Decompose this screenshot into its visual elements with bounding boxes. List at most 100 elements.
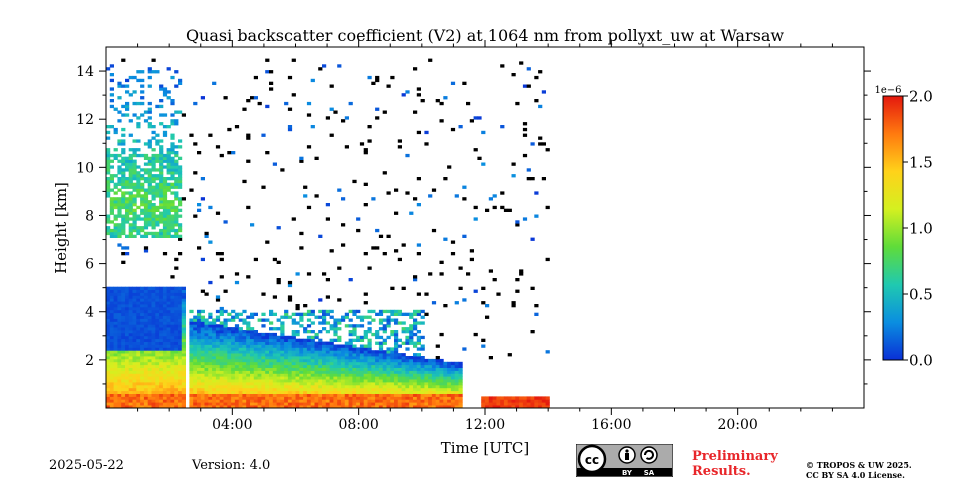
heatmap-cell xyxy=(125,156,130,160)
heatmap-cell xyxy=(242,332,247,337)
heatmap-cell xyxy=(125,246,130,250)
heatmap-cell xyxy=(200,393,205,397)
heatmap-cell xyxy=(231,382,236,386)
heatmap-cell xyxy=(363,315,368,319)
heatmap-cell xyxy=(287,347,293,351)
heatmap-cell xyxy=(147,142,152,146)
heatmap-cell xyxy=(121,373,126,377)
heatmap-cell xyxy=(197,370,202,374)
heatmap-cell xyxy=(356,367,361,371)
heatmap-cell xyxy=(170,405,175,408)
heatmap-cell xyxy=(413,367,418,371)
heatmap-cell xyxy=(219,382,224,386)
heatmap-cell xyxy=(234,356,240,360)
heatmap-cell xyxy=(113,295,118,299)
heatmap-cell xyxy=(128,344,133,348)
heatmap-cell xyxy=(128,153,133,158)
heatmap-cell xyxy=(159,159,164,163)
heatmap-cell xyxy=(159,151,164,155)
heatmap-cell xyxy=(147,75,152,80)
heatmap-cell xyxy=(306,309,312,314)
heatmap-cell xyxy=(310,350,315,354)
heatmap-cell xyxy=(242,361,247,366)
heatmap-cell xyxy=(121,289,126,293)
heatmap-cell xyxy=(390,390,395,394)
heatmap-cell xyxy=(378,344,384,348)
heatmap-cell xyxy=(193,370,198,374)
heatmap-cell xyxy=(140,341,145,345)
heatmap-cell xyxy=(291,402,296,406)
heatmap-cell xyxy=(178,364,183,368)
heatmap-cell xyxy=(348,370,353,374)
heatmap-cell xyxy=(416,130,421,135)
heatmap-cell xyxy=(348,347,353,351)
heatmap-cell xyxy=(253,402,258,406)
heatmap-cell xyxy=(136,373,141,377)
heatmap-cell xyxy=(363,353,368,357)
heatmap-cell xyxy=(166,350,171,354)
heatmap-cell xyxy=(401,387,406,392)
heatmap-cell xyxy=(106,217,111,221)
heatmap-cell xyxy=(257,353,262,357)
heatmap-cell xyxy=(318,402,323,406)
heatmap-cell xyxy=(280,315,285,319)
heatmap-cell xyxy=(125,217,130,221)
heatmap-cell xyxy=(162,382,168,386)
heatmap-cell xyxy=(170,223,175,227)
heatmap-cell xyxy=(215,393,221,397)
heatmap-cell xyxy=(390,286,395,290)
heatmap-cell xyxy=(109,73,114,77)
heatmap-cell xyxy=(386,335,391,340)
heatmap-cell xyxy=(113,205,118,210)
heatmap-cell xyxy=(257,344,262,348)
heatmap-cell xyxy=(352,393,357,397)
heatmap-cell xyxy=(231,330,236,334)
heatmap-cell xyxy=(125,211,130,215)
heatmap-cell xyxy=(174,185,179,189)
heatmap-cell xyxy=(143,142,149,146)
heatmap-cell xyxy=(329,356,334,360)
heatmap-cell xyxy=(125,289,130,293)
heatmap-cell xyxy=(272,384,277,389)
heatmap-cell xyxy=(500,405,505,408)
heatmap-cell xyxy=(314,332,319,337)
heatmap-cell xyxy=(162,315,168,319)
heatmap-cell xyxy=(159,350,164,354)
heatmap-cell xyxy=(299,358,304,363)
heatmap-cell xyxy=(219,344,224,348)
heatmap-cell xyxy=(341,402,346,406)
heatmap-cell xyxy=(303,304,308,308)
heatmap-cell xyxy=(337,266,342,270)
heatmap-cell xyxy=(212,81,217,85)
heatmap-cell xyxy=(382,327,387,331)
heatmap-cell xyxy=(238,390,243,394)
heatmap-cell xyxy=(170,174,175,178)
heatmap-cell xyxy=(291,347,296,351)
heatmap-cell xyxy=(125,309,130,314)
heatmap-cell xyxy=(106,182,111,186)
heatmap-cell xyxy=(375,107,380,111)
heatmap-cell xyxy=(166,379,171,383)
heatmap-cell xyxy=(151,353,156,357)
heatmap-cell xyxy=(367,402,372,406)
heatmap-cell xyxy=(500,402,505,406)
heatmap-cell xyxy=(155,387,160,392)
heatmap-cell xyxy=(443,367,448,371)
heatmap-cell xyxy=(413,344,418,348)
heatmap-cell xyxy=(155,289,160,293)
heatmap-cell xyxy=(371,364,376,368)
heatmap-cell xyxy=(269,338,274,342)
heatmap-cell xyxy=(227,367,232,371)
heatmap-cell xyxy=(295,338,300,342)
heatmap-cell xyxy=(299,156,304,160)
heatmap-cell xyxy=(394,318,399,322)
heatmap-cell xyxy=(431,405,437,408)
heatmap-cell xyxy=(447,379,452,383)
heatmap-cell xyxy=(439,358,444,363)
heatmap-cell xyxy=(223,393,228,397)
heatmap-cell xyxy=(125,327,130,331)
heatmap-cell xyxy=(109,165,114,169)
heatmap-cell xyxy=(204,338,209,342)
heatmap-cell xyxy=(269,81,274,85)
heatmap-cell xyxy=(371,353,376,357)
